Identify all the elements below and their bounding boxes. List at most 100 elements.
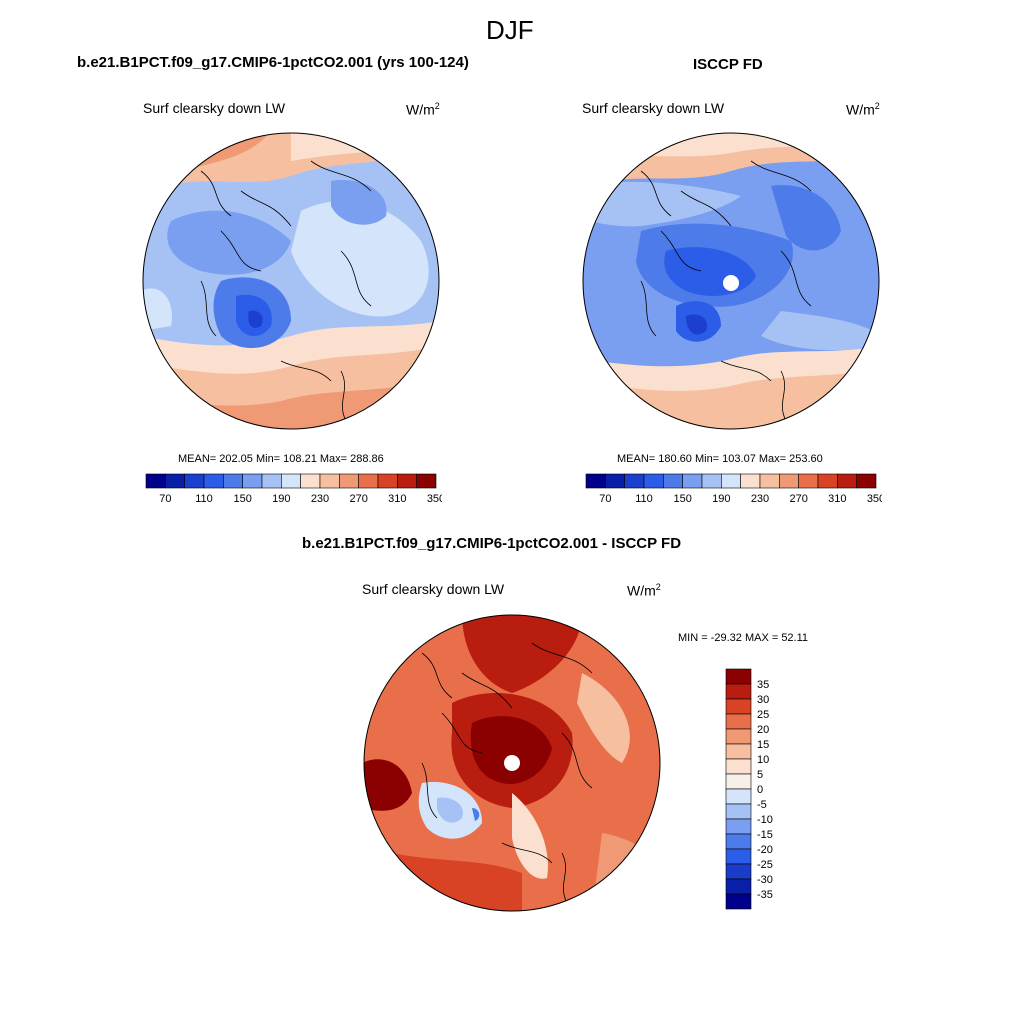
colorbar-tick-label: -25 [757, 859, 773, 871]
colorbar-tick-label: 150 [233, 493, 251, 505]
colorbar-obs: 70 110 150 190 230 270 310 350 [585, 473, 882, 505]
colorbar-swatch [725, 818, 752, 835]
panel-model-units-text: W/m [406, 101, 435, 118]
colorbar-swatch [779, 473, 799, 489]
colorbar-tick-label: 10 [757, 754, 769, 766]
panel-obs-stats: MEAN= 180.60 Min= 103.07 Max= 253.60 [617, 453, 823, 465]
panel-obs-units-sup: 2 [874, 101, 880, 111]
panel-diff-variable: Surf clearsky down LW [362, 581, 505, 597]
colorbar-tick-label: 310 [828, 493, 846, 505]
colorbar-tick-label: 30 [757, 694, 769, 706]
figure-title: DJF [486, 15, 534, 45]
panel-model-units-sup: 2 [434, 101, 440, 111]
colorbar-swatch [725, 683, 752, 700]
colorbar-swatch [663, 473, 683, 489]
panel-obs-title: ISCCP FD [693, 56, 763, 73]
colorbar-tick-label: 110 [195, 493, 213, 505]
map-model [142, 132, 440, 430]
colorbar-tick-label: 25 [757, 709, 769, 721]
colorbar-swatch [856, 473, 877, 489]
colorbar-swatch [759, 473, 780, 489]
colorbar-tick-label: -20 [757, 844, 773, 856]
colorbar-swatch [740, 473, 761, 489]
colorbar-swatch [798, 473, 819, 489]
colorbar-swatch [817, 473, 838, 489]
panel-model-units: W/m2 [406, 101, 440, 118]
colorbar-swatch [837, 473, 857, 489]
colorbar-swatch [725, 833, 752, 850]
colorbar-tick-label: -5 [757, 799, 767, 811]
colorbar-swatch [585, 473, 606, 489]
colorbar-tick-label: 230 [311, 493, 329, 505]
colorbar-tick-label: 20 [757, 724, 769, 736]
map-obs-pole-hole [723, 275, 739, 291]
colorbar-swatch [725, 863, 752, 880]
panel-model-title: b.e21.B1PCT.f09_g17.CMIP6-1pctCO2.001 (y… [77, 54, 469, 71]
colorbar-model: 70 110 150 190 230 270 310 350 [145, 473, 442, 505]
colorbar-tick-label: 270 [349, 493, 367, 505]
colorbar-swatch [725, 668, 752, 685]
colorbar-tick-label: 190 [272, 493, 290, 505]
colorbar-swatch [725, 803, 752, 820]
panel-diff-units: W/m2 [627, 582, 661, 599]
colorbar-swatch [624, 473, 645, 489]
colorbar-swatch [725, 878, 752, 895]
panel-obs-variable: Surf clearsky down LW [582, 100, 725, 116]
panel-diff-units-sup: 2 [655, 582, 661, 592]
colorbar-swatch [725, 713, 752, 730]
colorbar-diff: 35 30 25 20 15 10 5 0 -5 -10 -15 -20 -25 -30 -35 [725, 668, 773, 910]
colorbar-swatch [682, 473, 703, 489]
colorbar-tick-label: 270 [789, 493, 807, 505]
panel-diff-title: b.e21.B1PCT.f09_g17.CMIP6-1pctCO2.001 - … [302, 535, 682, 552]
panel-model-stats: MEAN= 202.05 Min= 108.21 Max= 288.86 [178, 453, 384, 465]
colorbar-swatch [184, 473, 205, 489]
colorbar-swatch [300, 473, 321, 489]
colorbar-tick-label: -35 [757, 889, 773, 901]
map-obs [582, 132, 880, 430]
colorbar-swatch [725, 848, 752, 865]
colorbar-swatch [145, 473, 166, 489]
colorbar-swatch [701, 473, 722, 489]
colorbar-tick-label: 310 [388, 493, 406, 505]
colorbar-tick-label: 0 [757, 784, 763, 796]
colorbar-swatch [605, 473, 625, 489]
map-diff [363, 614, 661, 912]
colorbar-swatch [223, 473, 243, 489]
colorbar-swatch [643, 473, 664, 489]
colorbar-tick-label: 70 [599, 493, 611, 505]
colorbar-swatch [416, 473, 437, 489]
colorbar-diff-swatches [725, 668, 752, 910]
colorbar-swatch [339, 473, 359, 489]
colorbar-swatch [725, 743, 752, 760]
colorbar-swatch [725, 773, 752, 790]
colorbar-swatch [261, 473, 282, 489]
colorbar-tick-label: 350 [867, 493, 882, 505]
colorbar-swatch [725, 893, 752, 910]
colorbar-obs-labels: 70 110 150 190 230 270 310 350 [599, 493, 882, 505]
colorbar-swatch [319, 473, 340, 489]
colorbar-swatch [281, 473, 301, 489]
colorbar-swatch [725, 788, 752, 805]
colorbar-swatch [377, 473, 398, 489]
colorbar-model-swatches [145, 473, 437, 489]
colorbar-tick-label: -15 [757, 829, 773, 841]
colorbar-swatch [721, 473, 741, 489]
panel-model-variable: Surf clearsky down LW [143, 100, 286, 116]
colorbar-model-labels: 70 110 150 190 230 270 310 350 [159, 493, 442, 505]
colorbar-tick-label: -30 [757, 874, 773, 886]
colorbar-tick-label: 35 [757, 679, 769, 691]
colorbar-swatch [725, 698, 752, 715]
colorbar-tick-label: 5 [757, 769, 763, 781]
panel-obs-units-text: W/m [846, 101, 875, 118]
colorbar-tick-label: 230 [751, 493, 769, 505]
colorbar-tick-label: 150 [673, 493, 691, 505]
colorbar-tick-label: 350 [427, 493, 442, 505]
colorbar-diff-labels: 35 30 25 20 15 10 5 0 -5 -10 -15 -20 -25 -30 -35 [757, 679, 773, 901]
colorbar-tick-label: 70 [159, 493, 171, 505]
colorbar-swatch [203, 473, 224, 489]
colorbar-tick-label: 110 [635, 493, 653, 505]
panel-obs-units: W/m2 [846, 101, 880, 118]
colorbar-obs-swatches [585, 473, 877, 489]
colorbar-swatch [725, 758, 752, 775]
colorbar-tick-label: 190 [712, 493, 730, 505]
